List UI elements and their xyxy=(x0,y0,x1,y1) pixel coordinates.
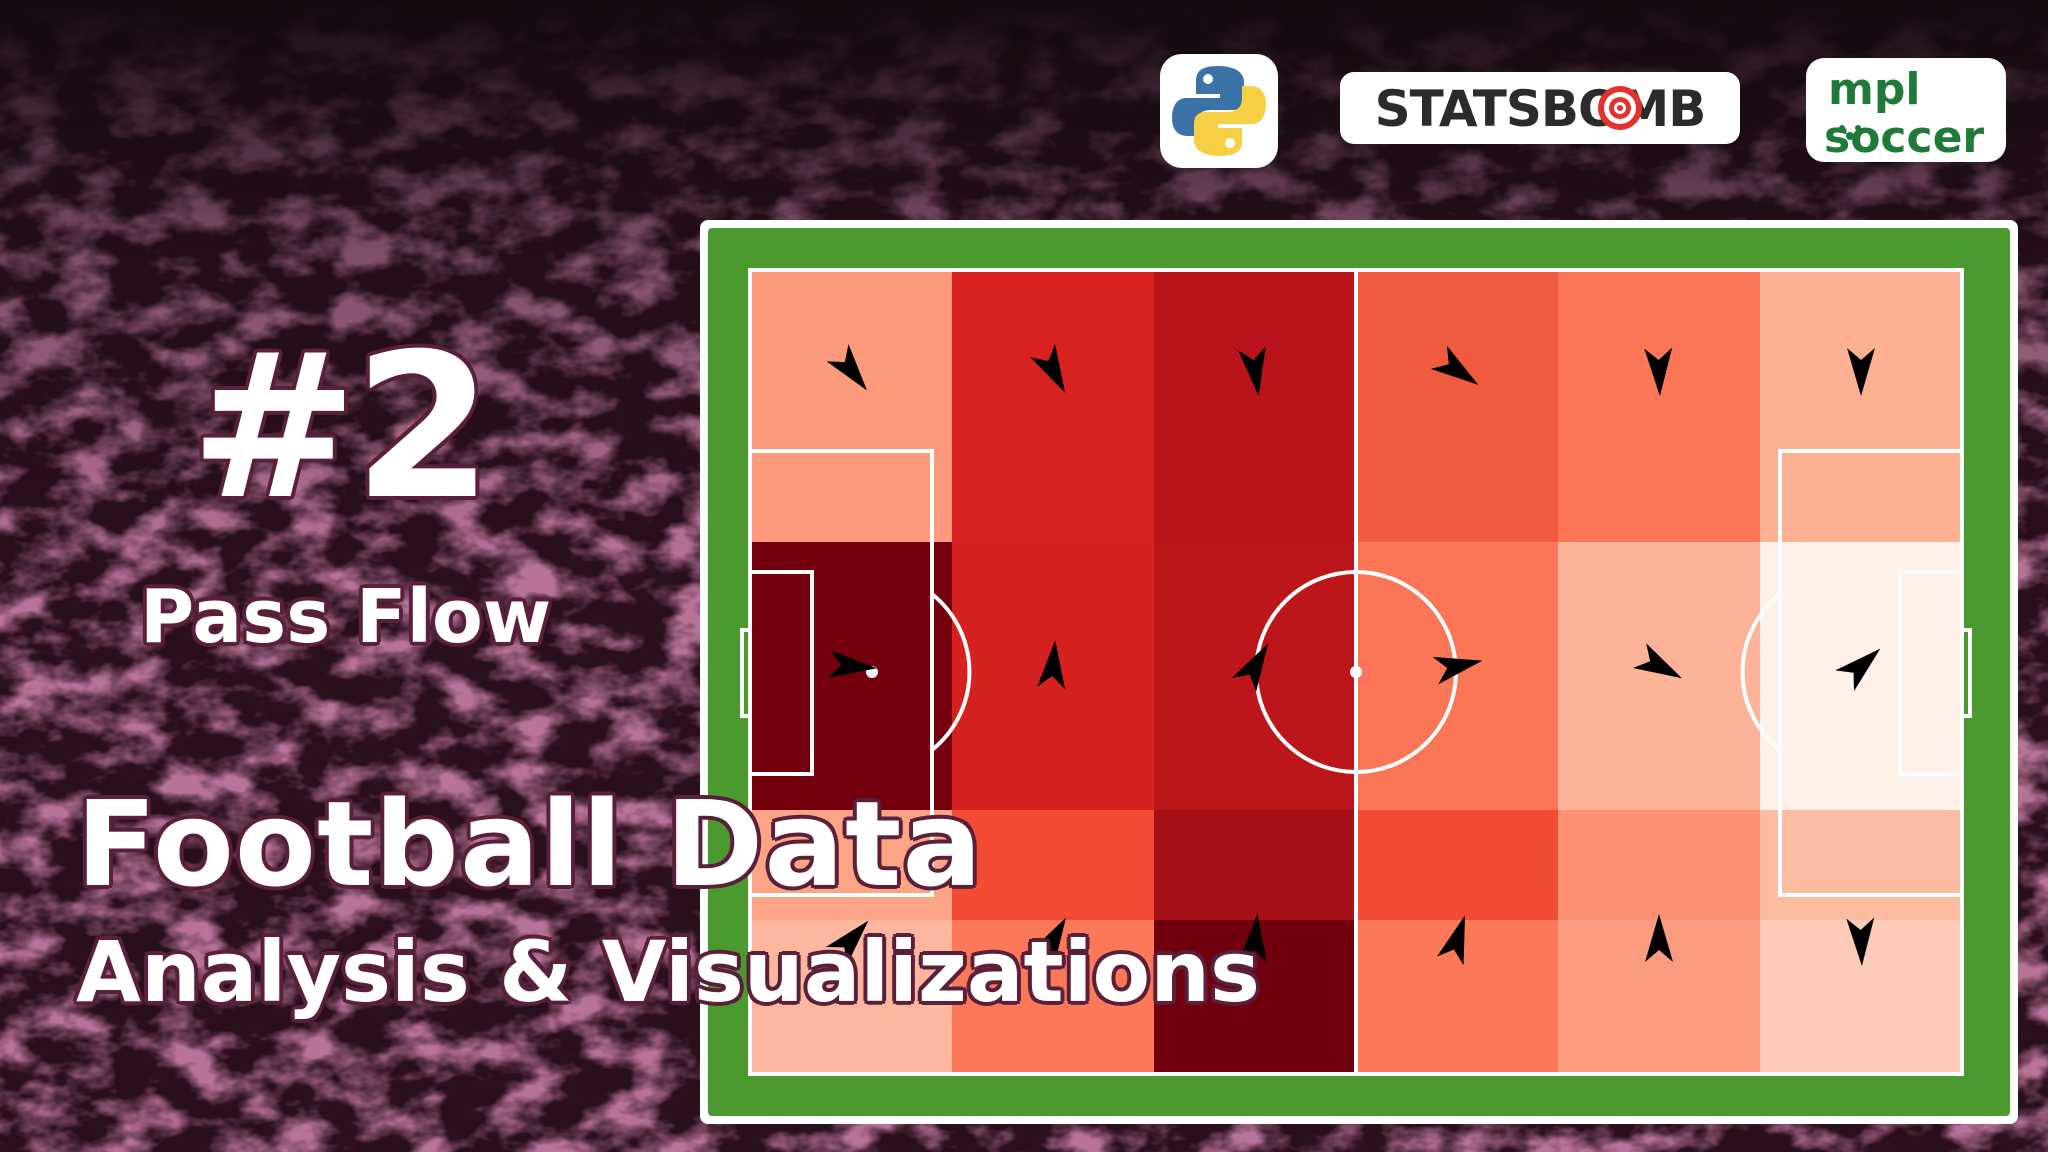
pass-flow-pitch xyxy=(700,220,2018,1124)
flow-arrow xyxy=(1644,347,1673,396)
left-goal xyxy=(740,628,752,718)
statsbomb-logo: STATSBOMB xyxy=(1340,72,1740,144)
flow-arrow xyxy=(1846,917,1875,966)
heatmap-cell xyxy=(1356,810,1559,921)
flow-arrow xyxy=(1633,643,1682,679)
flow-arrow xyxy=(1037,640,1066,690)
heatmap-cell xyxy=(1558,810,1761,921)
heatmap-cell xyxy=(1558,270,1761,543)
flow-arrow xyxy=(1436,915,1466,966)
flow-arrow xyxy=(1239,914,1268,964)
flow-arrow xyxy=(1430,345,1479,385)
ball-dots-icon xyxy=(1839,125,1861,140)
flow-arrow xyxy=(1847,348,1875,396)
heatmap-cell xyxy=(750,270,953,543)
flow-arrow xyxy=(1030,344,1066,393)
flow-arrow xyxy=(1231,643,1268,693)
left-penalty-arc xyxy=(930,592,972,752)
svg-text:mpl: mpl xyxy=(1828,64,1920,115)
centre-spot xyxy=(1350,666,1362,678)
flow-arrow xyxy=(827,650,877,679)
heatmap-cell xyxy=(750,810,953,921)
episode-topic: Pass Flow xyxy=(140,574,552,660)
heatmap-cell xyxy=(952,270,1155,543)
flow-arrow xyxy=(1835,648,1881,692)
heatmap-grid xyxy=(750,270,1963,1075)
flow-arrow xyxy=(826,344,868,391)
heatmap-cell xyxy=(1356,270,1559,543)
heatmap-cell xyxy=(1760,270,1963,543)
flow-arrow xyxy=(1029,917,1066,967)
python-logo-icon xyxy=(1160,54,1278,168)
flow-arrow xyxy=(825,920,869,966)
statsbomb-target-icon xyxy=(1598,86,1642,130)
heatmap-cell xyxy=(1154,270,1357,543)
right-goal xyxy=(1960,628,1972,718)
headline-sub: Analysis & Visualizations xyxy=(76,923,1260,1021)
statsbomb-wordmark: STATSBOMB xyxy=(1375,80,1706,138)
flow-arrow xyxy=(1238,346,1266,396)
right-penalty-arc xyxy=(1740,592,1782,752)
mplsoccer-logo: mpl soccer xyxy=(1806,58,2006,162)
heatmap-cell xyxy=(952,810,1155,921)
flow-arrow xyxy=(1432,656,1483,685)
heatmap-cell xyxy=(750,542,953,811)
pass-flow-arrows xyxy=(825,344,1881,967)
heatmap-cell xyxy=(1760,810,1963,921)
heatmap-cell xyxy=(1558,542,1761,811)
headline-main: Football Data xyxy=(76,775,984,913)
flow-arrow xyxy=(1645,914,1673,962)
heatmap-cell xyxy=(1154,810,1357,921)
episode-number: #2 xyxy=(190,311,493,544)
